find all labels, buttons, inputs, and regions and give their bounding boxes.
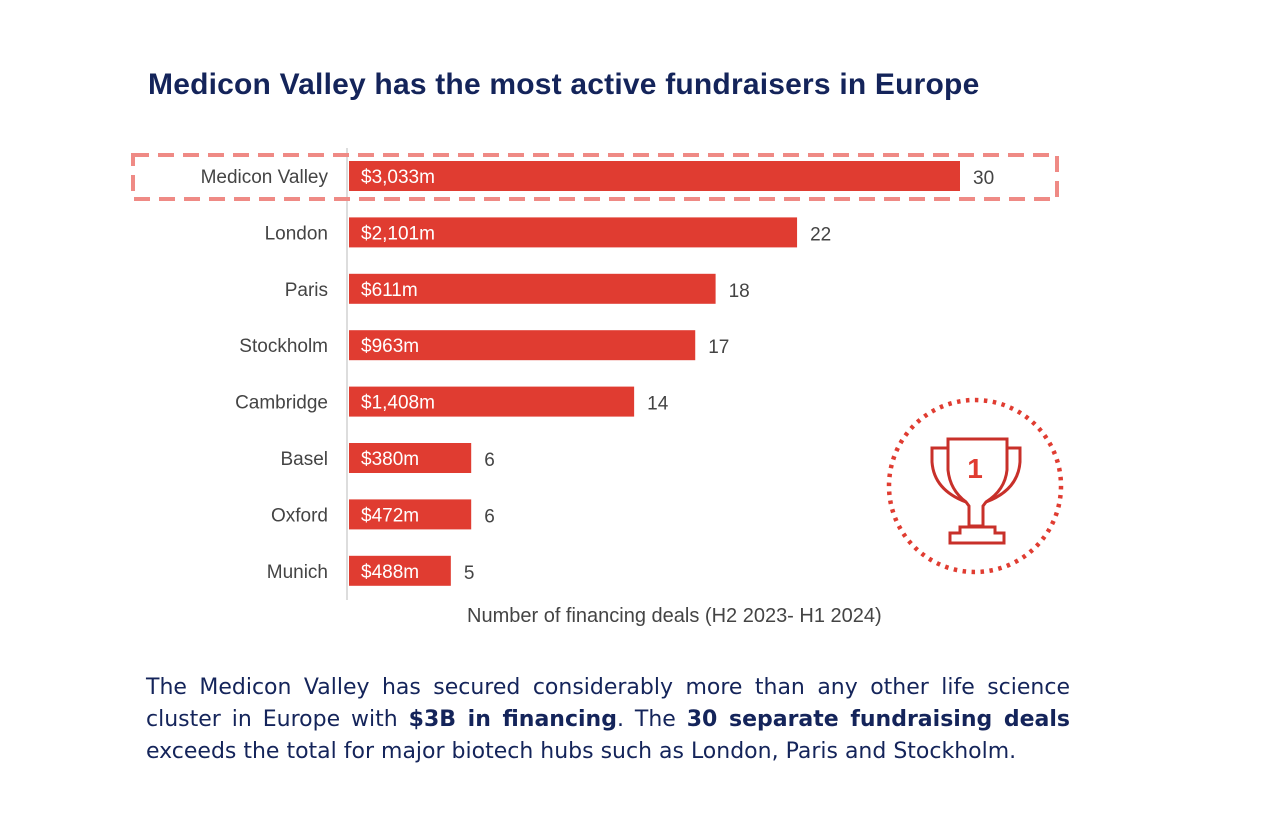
bar [349, 555, 451, 586]
bar-label: $488m [361, 562, 419, 583]
category-label: London [265, 223, 328, 244]
trophy-rank: 1 [967, 453, 983, 484]
value-label: 17 [708, 337, 729, 358]
value-label: 6 [484, 450, 495, 471]
value-label: 14 [647, 394, 669, 415]
bar-label: $472m [361, 505, 419, 526]
bold-text: $3B in financing [408, 707, 617, 732]
bar-label: $3,033m [361, 167, 435, 188]
bar [349, 330, 696, 361]
category-label: Cambridge [235, 393, 328, 414]
bar [349, 217, 798, 248]
category-label: Basel [280, 449, 328, 470]
bold-text: 30 separate fundraising deals [686, 707, 1070, 732]
bar-label: $2,101m [361, 223, 435, 244]
bar [349, 499, 472, 530]
highlight-box [131, 153, 1059, 201]
text: exceeds the total for major biotech hubs… [146, 739, 1017, 764]
value-label: 30 [973, 168, 994, 189]
category-label: Stockholm [239, 336, 328, 357]
category-label: Medicon Valley [201, 167, 329, 188]
bar-label: $963m [361, 336, 419, 357]
value-label: 6 [484, 506, 495, 527]
chart-title: Medicon Valley has the most active fundr… [148, 68, 980, 101]
bar-label: $1,408m [361, 393, 435, 414]
text: . The [616, 707, 687, 732]
bar-label: $611m [361, 280, 418, 301]
value-label: 22 [810, 224, 831, 245]
bar-label: $380m [361, 449, 419, 470]
trophy-badge: 1 [886, 397, 1064, 575]
category-label: Oxford [271, 505, 328, 526]
summary-paragraph: The Medicon Valley has secured considera… [146, 672, 1070, 768]
category-label: Munich [267, 562, 328, 583]
bar [349, 161, 960, 191]
bar [349, 273, 716, 304]
dotted-circle [886, 397, 1064, 575]
category-label: Paris [285, 280, 328, 301]
bar [349, 443, 472, 473]
value-label: 5 [464, 563, 475, 584]
value-label: 18 [729, 281, 750, 302]
bar [349, 386, 635, 417]
text: The Medicon Valley has secured considera… [146, 675, 1070, 732]
x-axis-label: Number of financing deals (H2 2023- H1 2… [467, 605, 882, 627]
trophy-icon [930, 437, 1022, 545]
